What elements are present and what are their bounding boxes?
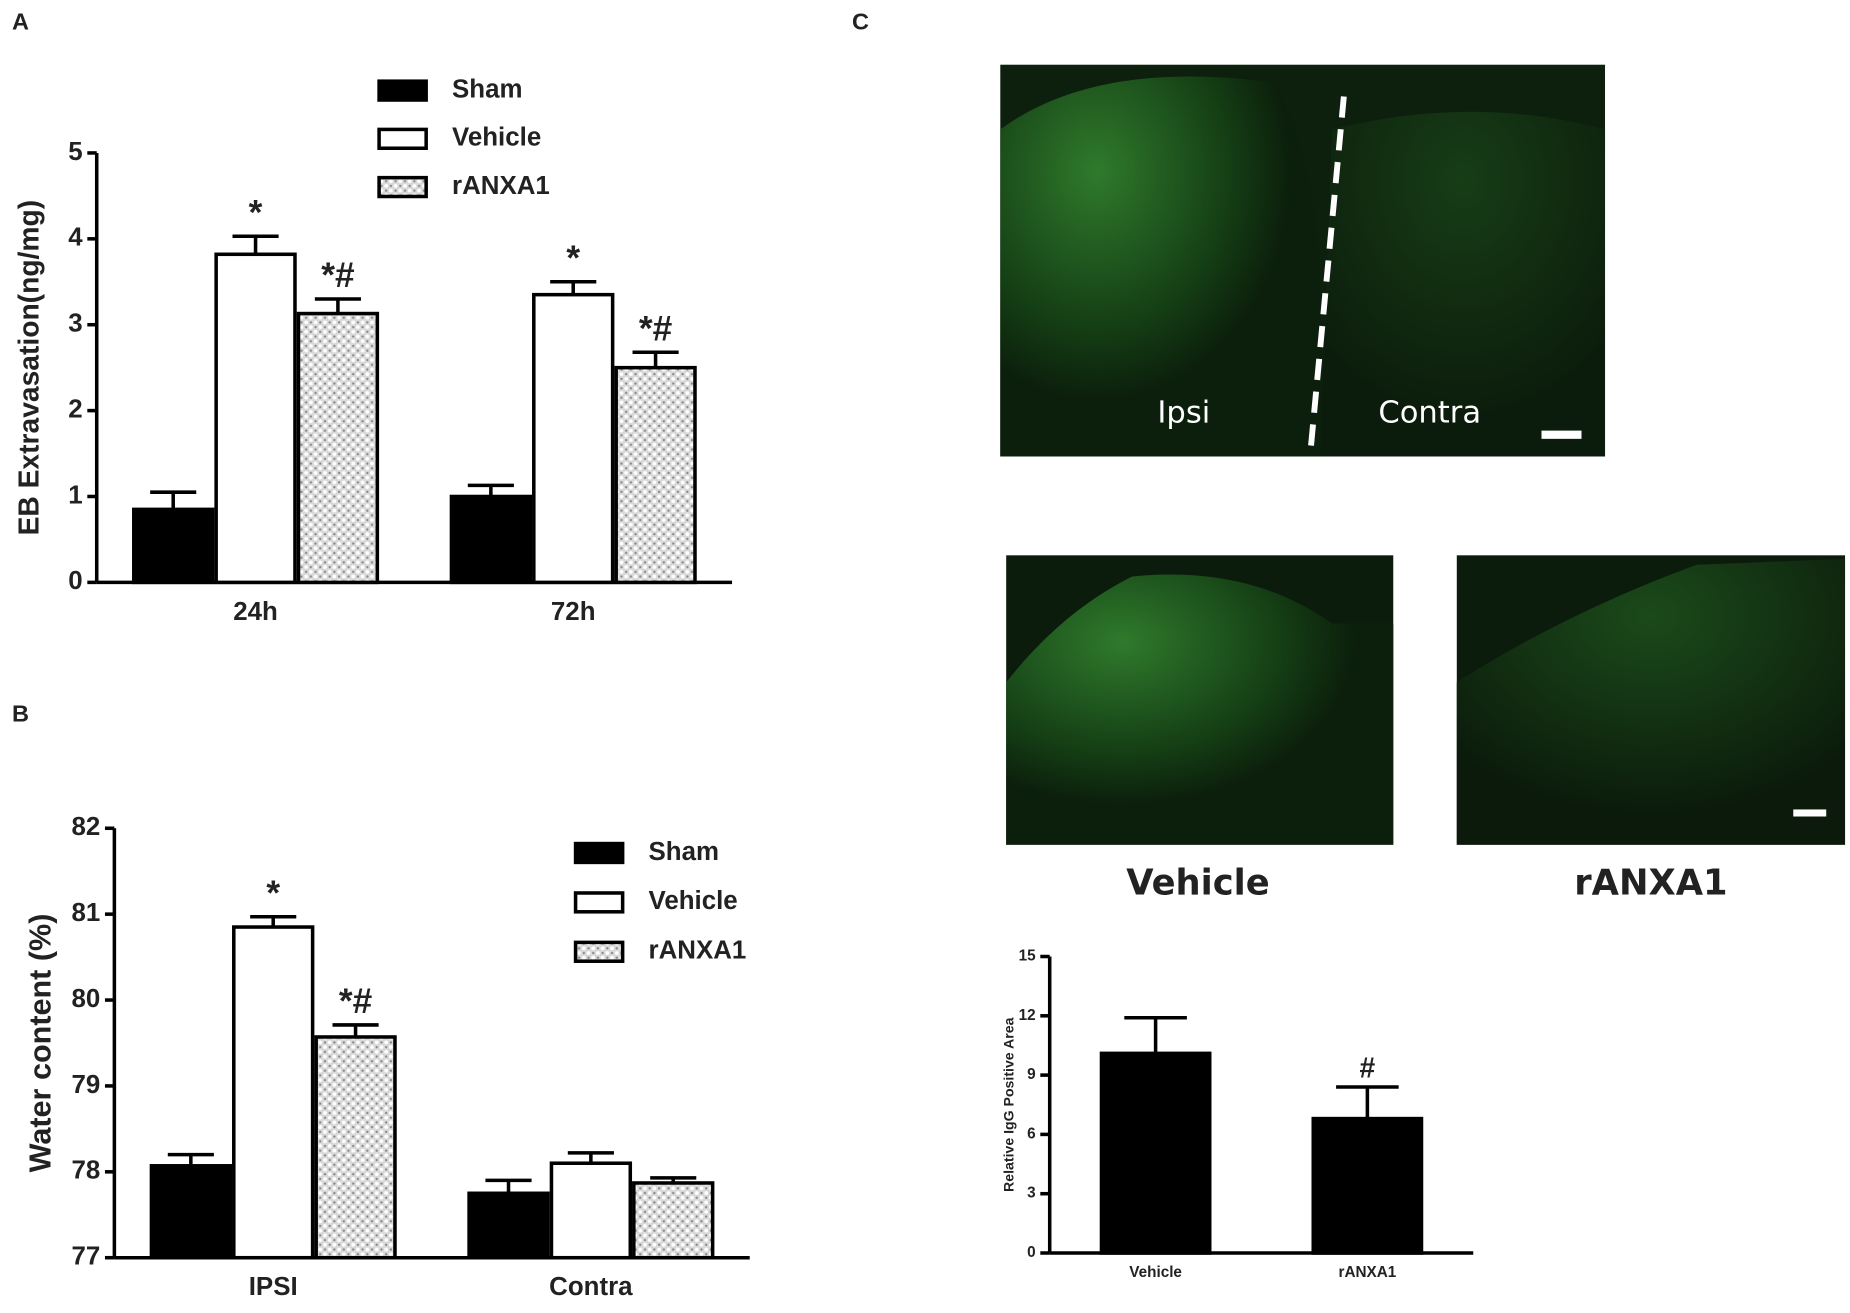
y-tick-label: 5 bbox=[68, 138, 82, 166]
legend-label: Sham bbox=[649, 838, 719, 866]
legend-label: rANXA1 bbox=[649, 937, 747, 965]
x-tick-label: Contra bbox=[549, 1273, 633, 1301]
legend-label: rANXA1 bbox=[452, 172, 550, 200]
y-axis-label: EB Extravasation(ng/mg) bbox=[12, 200, 44, 536]
y-tick-label: 9 bbox=[1027, 1066, 1036, 1083]
image-caption: rANXA1 bbox=[1574, 863, 1727, 904]
panel-label: B bbox=[12, 701, 29, 727]
bar bbox=[449, 494, 533, 585]
legend-swatch bbox=[377, 79, 428, 102]
y-tick-label: 78 bbox=[71, 1157, 100, 1185]
significance-marker: *# bbox=[639, 309, 673, 348]
bar bbox=[149, 1164, 233, 1260]
legend-swatch bbox=[377, 127, 428, 151]
y-tick-label: 0 bbox=[1027, 1244, 1036, 1261]
image-label: Contra bbox=[1378, 396, 1481, 431]
image-caption: Vehicle bbox=[1126, 863, 1269, 904]
significance-marker: # bbox=[1360, 1051, 1376, 1083]
y-tick-label: 77 bbox=[71, 1243, 100, 1271]
micrograph-top bbox=[1000, 64, 1606, 457]
legend-label: Vehicle bbox=[649, 887, 738, 915]
y-tick-label: 0 bbox=[68, 567, 82, 595]
bar bbox=[314, 1035, 397, 1260]
bar bbox=[132, 507, 215, 585]
significance-marker: *# bbox=[321, 256, 355, 295]
x-tick-label: rANXA1 bbox=[1338, 1264, 1396, 1281]
y-tick-label: 12 bbox=[1019, 1007, 1036, 1024]
significance-marker: * bbox=[249, 193, 263, 232]
y-tick-label: 1 bbox=[68, 481, 82, 509]
y-axis-label: Water content (%) bbox=[24, 914, 58, 1173]
x-tick-label: IPSI bbox=[249, 1273, 298, 1301]
y-tick-label: 82 bbox=[71, 813, 100, 841]
legend-label: Vehicle bbox=[452, 124, 541, 152]
y-tick-label: 81 bbox=[71, 899, 100, 927]
significance-marker: * bbox=[566, 239, 580, 278]
bar bbox=[1311, 1116, 1424, 1255]
y-tick-label: 15 bbox=[1019, 948, 1036, 965]
legend-swatch bbox=[573, 891, 625, 914]
legend-label: Sham bbox=[452, 75, 522, 103]
legend-swatch bbox=[573, 841, 625, 865]
bar bbox=[532, 292, 615, 585]
bar bbox=[549, 1161, 633, 1260]
bar bbox=[614, 365, 697, 585]
significance-marker: *# bbox=[339, 982, 373, 1021]
panel-label: C bbox=[852, 9, 869, 35]
y-axis-label: Relative IgG Positive Area bbox=[1000, 1017, 1016, 1192]
y-tick-label: 2 bbox=[68, 395, 82, 423]
bar bbox=[467, 1191, 550, 1260]
bar bbox=[214, 252, 297, 585]
x-tick-label: 72h bbox=[551, 598, 596, 626]
bar bbox=[632, 1181, 715, 1260]
bar bbox=[1099, 1051, 1212, 1255]
legend-swatch bbox=[573, 940, 625, 963]
micrograph-ranxa1 bbox=[1456, 555, 1846, 845]
y-tick-label: 6 bbox=[1027, 1125, 1036, 1142]
panel-label: A bbox=[12, 9, 29, 35]
x-tick-label: 24h bbox=[233, 598, 278, 626]
y-tick-label: 79 bbox=[71, 1071, 100, 1099]
bar bbox=[232, 925, 315, 1260]
y-tick-label: 3 bbox=[68, 310, 82, 338]
y-tick-label: 3 bbox=[1027, 1185, 1036, 1202]
micrograph-vehicle bbox=[1006, 555, 1394, 845]
image-label: Ipsi bbox=[1157, 396, 1210, 431]
y-tick-label: 80 bbox=[71, 985, 100, 1013]
bar bbox=[296, 311, 380, 585]
significance-marker: * bbox=[266, 874, 280, 913]
x-tick-label: Vehicle bbox=[1129, 1264, 1182, 1281]
y-tick-label: 4 bbox=[68, 224, 83, 252]
legend-swatch bbox=[377, 175, 428, 199]
